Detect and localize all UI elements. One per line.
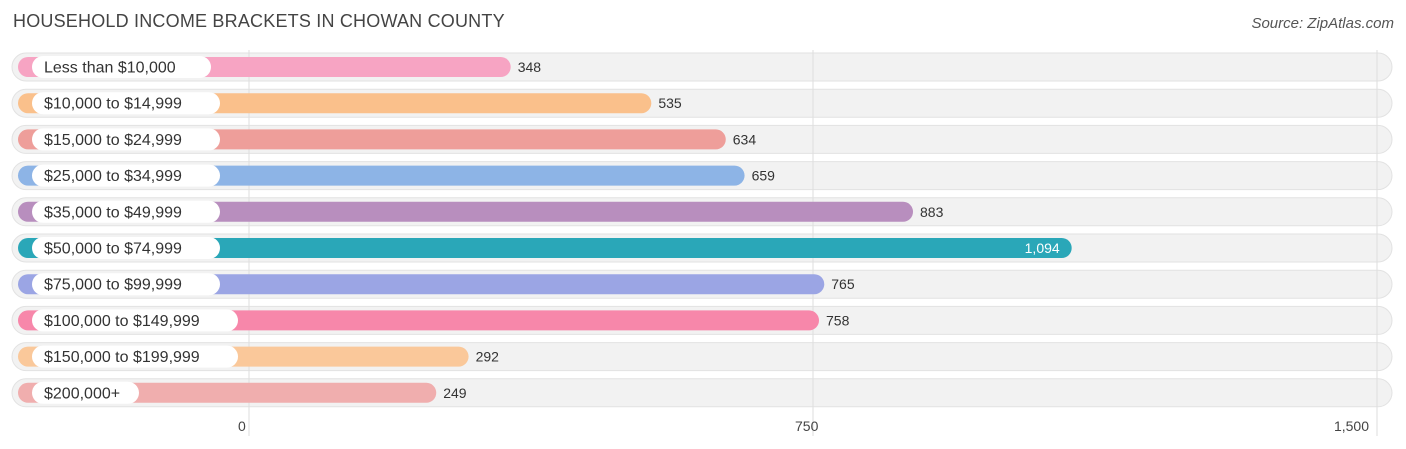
category-label: Less than $10,000 [44, 60, 176, 77]
value-label: 634 [733, 131, 757, 147]
category-label-pill [32, 273, 220, 296]
value-label: 348 [518, 59, 542, 75]
category-label-pill [32, 200, 220, 223]
bar [18, 274, 825, 295]
category-label: $25,000 to $34,999 [44, 168, 182, 185]
value-label: 883 [920, 204, 944, 220]
category-label-pill [32, 128, 220, 151]
chart-title: HOUSEHOLD INCOME BRACKETS IN CHOWAN COUN… [13, 11, 505, 31]
category-label-pill [32, 309, 238, 332]
category-label: $150,000 to $199,999 [44, 349, 200, 366]
category-label-pill [32, 381, 139, 404]
value-label: 659 [752, 168, 776, 184]
category-label: $35,000 to $49,999 [44, 204, 182, 221]
category-label-pill [32, 237, 220, 259]
category-label: $75,000 to $99,999 [44, 277, 182, 294]
category-label-pill [32, 92, 220, 115]
category-label: $200,000+ [44, 385, 120, 402]
value-label: 758 [826, 312, 850, 328]
bar [18, 238, 1072, 258]
category-label-pill [32, 56, 211, 78]
value-label: 249 [443, 385, 467, 401]
category-label: $50,000 to $74,999 [44, 241, 182, 258]
value-label: 1,094 [1025, 240, 1060, 256]
x-tick-label: 0 [238, 418, 246, 434]
x-tick-label: 1,500 [1334, 418, 1369, 434]
value-label: 292 [476, 349, 500, 365]
category-label-pill [32, 164, 220, 187]
category-label: $15,000 to $24,999 [44, 132, 182, 149]
bar [18, 201, 914, 222]
category-label: $10,000 to $14,999 [44, 96, 182, 113]
value-label: 535 [658, 95, 682, 111]
chart-source: Source: ZipAtlas.com [1251, 15, 1394, 32]
x-tick-label: 750 [795, 418, 819, 434]
category-label: $100,000 to $149,999 [44, 313, 200, 330]
value-label: 765 [831, 276, 855, 292]
category-label-pill [32, 345, 238, 368]
